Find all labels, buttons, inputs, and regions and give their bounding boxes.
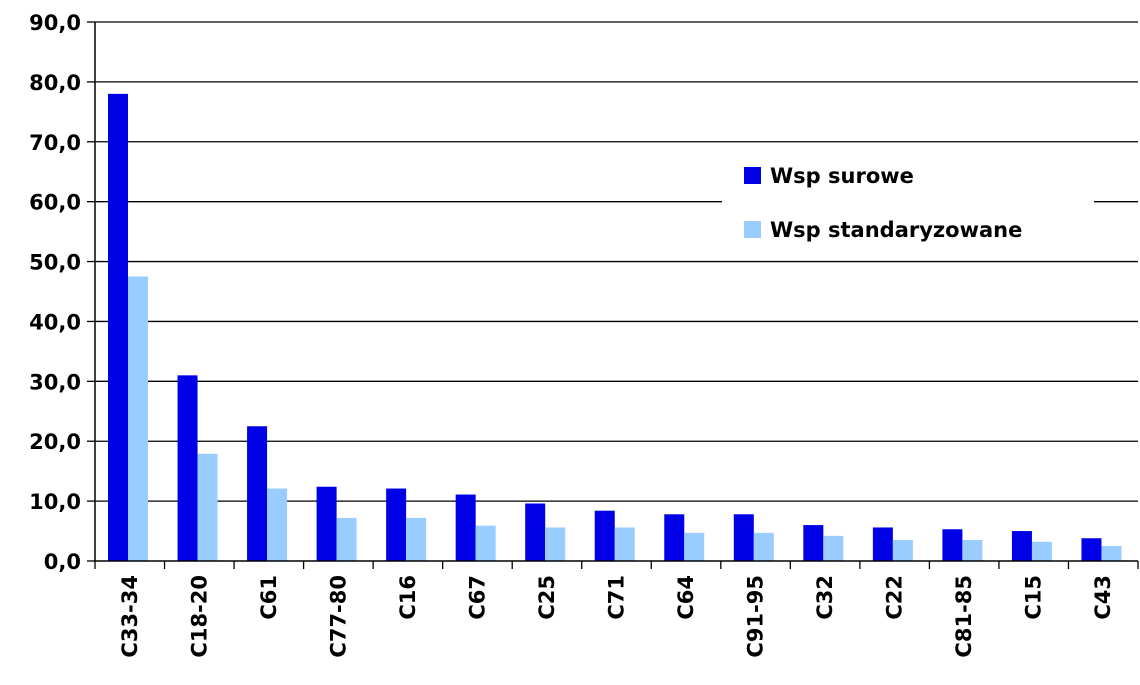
bar-wsp-standaryzowane-c25	[545, 527, 566, 561]
x-category-label: C77-80	[326, 575, 350, 658]
legend-background	[722, 150, 1094, 260]
bar-wsp-standaryzowane-c67	[475, 525, 496, 561]
bar-wsp-surowe-c22	[872, 527, 893, 561]
y-tick-label: 90,0	[29, 11, 81, 35]
x-category-label: C33-34	[118, 575, 142, 658]
axes	[87, 21, 1139, 569]
y-tick-label: 0,0	[44, 550, 81, 574]
bar-wsp-standaryzowane-c43	[1101, 546, 1122, 561]
bar-wsp-standaryzowane-c64	[684, 532, 705, 561]
y-tick-label: 50,0	[29, 251, 81, 275]
y-axis-tick-labels: 0,0 10,0 20,0 30,0 40,0 50,0 60,0 70,0 80,0 90,0	[29, 11, 81, 574]
bar-wsp-surowe-c64	[664, 514, 685, 561]
bar-wsp-standaryzowane-c71	[614, 527, 635, 561]
y-tick-label: 30,0	[29, 370, 81, 394]
x-category-label: C18-20	[187, 575, 211, 658]
x-category-label: C22	[883, 575, 907, 620]
legend-label: Wsp surowe	[770, 164, 914, 188]
bar-wsp-surowe-c16	[386, 488, 407, 561]
bar-wsp-standaryzowane-c33-34	[128, 276, 148, 561]
bar-wsp-surowe-c25	[525, 503, 546, 561]
y-tick-label: 10,0	[29, 490, 81, 514]
bar-wsp-surowe-c71	[594, 510, 615, 561]
y-tick-label: 40,0	[29, 310, 81, 334]
legend: Wsp surowe Wsp standaryzowane	[722, 150, 1094, 260]
bar-wsp-surowe-c77-80	[316, 486, 337, 561]
legend-swatch	[744, 167, 761, 184]
bar-wsp-surowe-c81-85	[942, 529, 963, 561]
x-category-label: C32	[813, 575, 837, 620]
bar-wsp-standaryzowane-c18-20	[197, 453, 218, 561]
bar-wsp-surowe-c33-34	[108, 93, 128, 561]
bar-wsp-surowe-c91-95	[733, 514, 754, 561]
x-category-label: C81-85	[952, 575, 976, 658]
x-category-label: C15	[1022, 575, 1046, 620]
legend-label: Wsp standaryzowane	[770, 218, 1022, 242]
bars	[108, 93, 1122, 561]
bar-wsp-standaryzowane-c32	[823, 535, 844, 561]
bar-wsp-surowe-c61	[247, 426, 268, 561]
bar-wsp-surowe-c18-20	[177, 375, 198, 561]
y-tick-label: 20,0	[29, 430, 81, 454]
bar-wsp-surowe-c67	[455, 494, 476, 561]
bar-wsp-standaryzowane-c81-85	[962, 540, 983, 561]
x-category-label: C64	[674, 575, 698, 620]
y-tick-label: 70,0	[29, 131, 81, 155]
x-category-label: C67	[465, 575, 489, 620]
bar-wsp-standaryzowane-c61	[267, 488, 288, 561]
y-tick-label: 60,0	[29, 191, 81, 215]
x-category-label: C16	[396, 575, 420, 620]
x-category-label: C91-95	[744, 575, 768, 658]
x-category-label: C43	[1091, 575, 1115, 620]
bar-wsp-surowe-c15	[1011, 531, 1032, 561]
bar-wsp-standaryzowane-c91-95	[753, 532, 774, 561]
bar-wsp-standaryzowane-c77-80	[336, 517, 357, 561]
bar-wsp-surowe-c32	[803, 525, 824, 561]
x-category-label: C61	[257, 575, 281, 620]
bar-wsp-standaryzowane-c16	[406, 517, 427, 561]
bar-wsp-standaryzowane-c15	[1031, 541, 1052, 561]
legend-swatch	[744, 221, 761, 238]
y-tick-label: 80,0	[29, 71, 81, 95]
gridlines	[95, 21, 1138, 502]
x-axis-category-labels: C33-34 C18-20 C61 C77-80 C16 C67 C25 C71 C64 C91-…	[118, 575, 1115, 658]
x-category-label: C25	[535, 575, 559, 620]
bar-wsp-standaryzowane-c22	[892, 540, 913, 561]
bar-wsp-surowe-c43	[1081, 538, 1102, 561]
x-category-label: C71	[605, 575, 629, 620]
